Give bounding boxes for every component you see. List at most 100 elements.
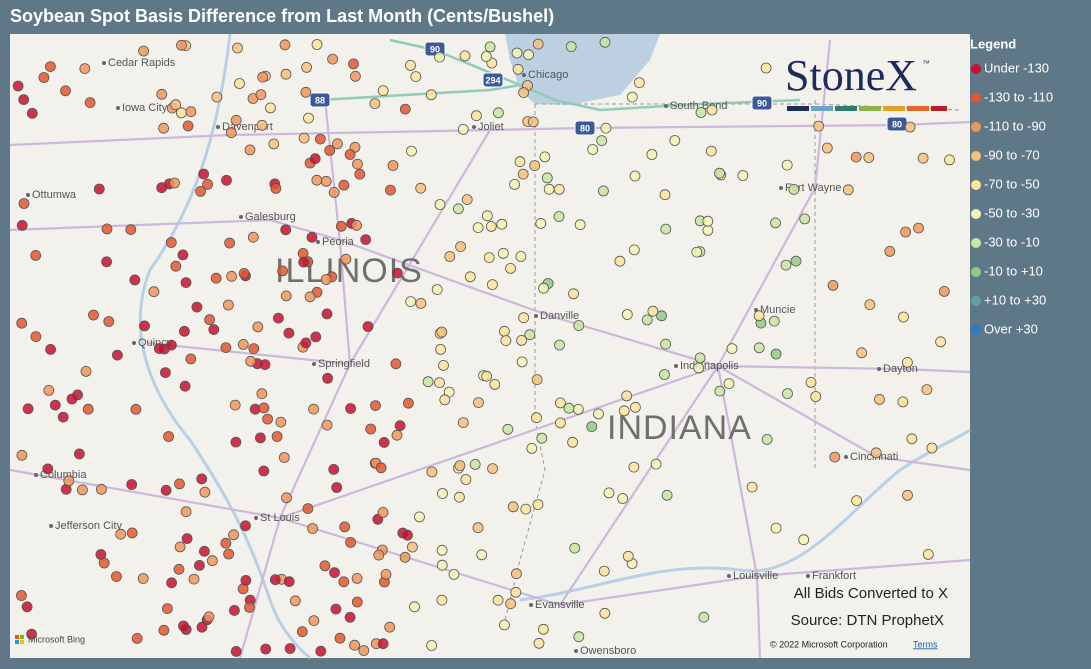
point — [378, 436, 390, 448]
point — [622, 550, 634, 562]
point — [82, 403, 94, 415]
point — [906, 433, 918, 445]
point — [486, 279, 498, 291]
point — [621, 309, 633, 320]
point — [516, 356, 528, 368]
point — [21, 601, 33, 613]
point — [160, 484, 172, 496]
legend-swatch — [971, 267, 981, 277]
point — [935, 336, 946, 348]
point — [438, 359, 449, 371]
city-label: Peoria — [322, 236, 355, 248]
point — [349, 70, 361, 82]
point — [360, 234, 372, 246]
point — [753, 342, 765, 354]
city-marker — [49, 524, 53, 528]
point — [464, 271, 476, 283]
point — [240, 575, 252, 586]
city-label: Danville — [540, 310, 579, 322]
city-label: Louisville — [733, 570, 778, 582]
note: Source: DTN ProphetX — [791, 612, 944, 629]
point — [514, 156, 526, 168]
point — [220, 537, 232, 549]
point — [204, 314, 216, 326]
point — [938, 285, 950, 297]
point — [311, 174, 323, 186]
point — [431, 284, 443, 296]
point — [518, 87, 529, 98]
point — [158, 624, 170, 636]
point — [633, 77, 645, 88]
city-marker — [522, 73, 526, 77]
legend-label: -10 to +10 — [984, 263, 1043, 278]
point — [641, 314, 653, 326]
terms-link[interactable]: Terms — [913, 639, 938, 649]
point — [406, 145, 417, 157]
point — [311, 39, 323, 50]
point — [790, 255, 802, 267]
point — [587, 144, 599, 155]
point — [289, 595, 301, 607]
city-label: Cedar Rapids — [108, 57, 176, 69]
point — [454, 460, 466, 472]
point — [222, 299, 234, 311]
highway-label: 90 — [430, 44, 440, 54]
point — [178, 325, 190, 337]
point — [45, 343, 56, 355]
point — [459, 50, 471, 62]
point — [864, 299, 876, 311]
point — [770, 348, 782, 360]
point — [659, 189, 671, 201]
point — [821, 142, 833, 154]
point — [182, 120, 194, 132]
point — [457, 417, 469, 429]
point — [196, 473, 208, 485]
point — [630, 401, 641, 413]
point — [268, 138, 280, 150]
point — [555, 417, 566, 429]
point — [902, 356, 913, 368]
highway-shield — [309, 92, 331, 108]
point — [16, 219, 28, 231]
point — [618, 405, 630, 417]
point — [244, 602, 255, 613]
point — [225, 127, 237, 139]
city-label: Owensboro — [580, 645, 636, 657]
point — [255, 89, 267, 100]
river — [519, 428, 971, 602]
highway-label: 294 — [485, 75, 500, 85]
point — [339, 521, 351, 533]
point — [536, 432, 548, 444]
city-label: Jefferson City — [55, 520, 123, 532]
point — [599, 607, 611, 619]
point — [22, 403, 34, 415]
point — [489, 378, 501, 390]
point — [298, 132, 310, 144]
legend-label: -110 to -90 — [984, 118, 1046, 133]
logo-bar — [859, 106, 881, 111]
point — [77, 484, 88, 496]
point — [628, 461, 640, 473]
point — [348, 58, 359, 70]
lake — [505, 34, 660, 105]
point — [555, 397, 566, 409]
point — [351, 596, 363, 608]
point — [18, 198, 30, 209]
city-label: Evansville — [535, 599, 585, 611]
point — [469, 458, 481, 470]
point — [199, 486, 211, 498]
point — [693, 362, 705, 374]
point — [300, 337, 312, 349]
point — [457, 123, 469, 135]
point — [79, 63, 91, 74]
point — [659, 369, 670, 380]
point — [870, 447, 882, 459]
point — [252, 321, 264, 333]
point — [130, 403, 142, 415]
point — [96, 483, 107, 495]
point — [402, 397, 414, 409]
point — [170, 99, 182, 111]
city-label: Ottumwa — [32, 189, 77, 201]
provider: Microsoft Bing — [28, 634, 85, 644]
